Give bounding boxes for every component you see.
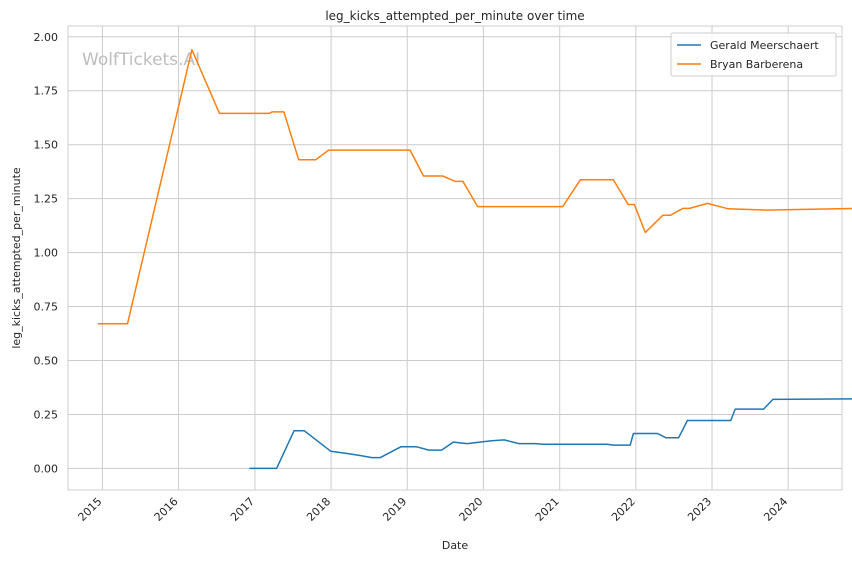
series-line-gerald-meerschaert — [249, 398, 852, 470]
legend: Gerald Meerschaert Bryan Barberena — [670, 32, 837, 77]
x-axis-title: Date — [442, 539, 469, 552]
chart-title: leg_kicks_attempted_per_minute over time — [325, 9, 584, 23]
y-tick-label: 0.25 — [34, 408, 59, 421]
y-tick-label: 1.50 — [34, 139, 59, 152]
y-tick-label: 1.25 — [34, 193, 59, 206]
y-ticks: 0.00 0.25 0.50 0.75 1.00 1.25 1.50 1.75 2.00 — [34, 31, 59, 476]
legend-box — [670, 32, 837, 77]
watermark: WolfTickets.AI — [82, 50, 200, 70]
y-tick-label: 2.00 — [34, 31, 59, 44]
y-axis-title: leg_kicks_attempted_per_minute — [10, 167, 23, 349]
series-layer — [97, 48, 852, 470]
y-tick-label: 1.75 — [34, 85, 59, 98]
y-tick-label: 1.00 — [34, 247, 59, 260]
legend-label-bryan-barberena: Bryan Barberena — [710, 58, 803, 71]
series-line-bryan-barberena — [97, 48, 852, 325]
y-tick-label: 0.75 — [34, 301, 59, 314]
legend-label-gerald-meerschaert: Gerald Meerschaert — [710, 39, 819, 52]
y-tick-label: 0.00 — [34, 462, 59, 475]
y-tick-label: 0.50 — [34, 355, 59, 368]
plot-frame — [67, 25, 843, 491]
